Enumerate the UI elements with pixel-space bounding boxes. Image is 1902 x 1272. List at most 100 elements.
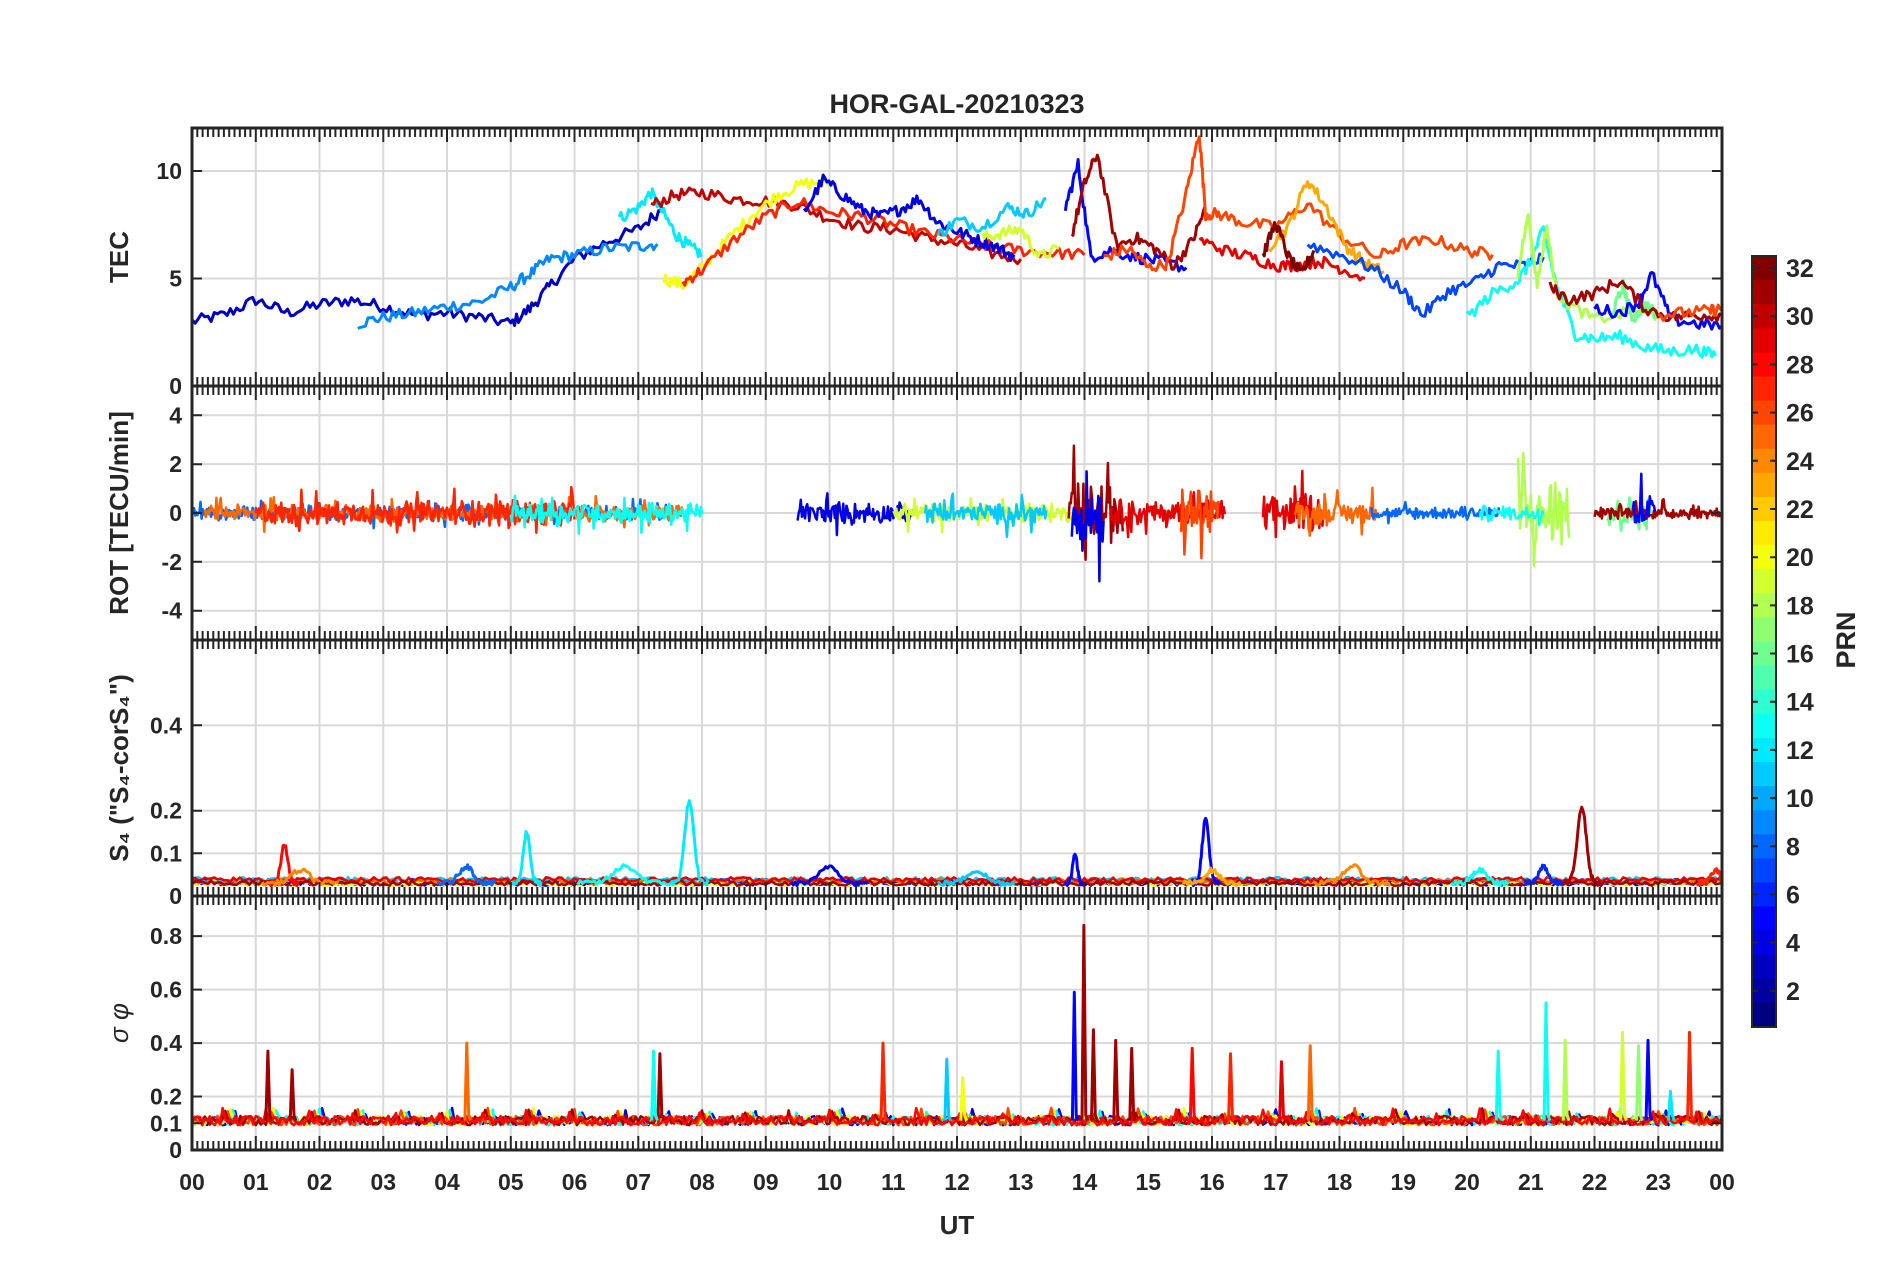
colorbar-label: PRN — [1831, 611, 1861, 668]
sigma-baseline-prn-28 — [192, 1106, 1722, 1127]
tec-series-prn-26 — [1103, 135, 1494, 273]
y-tick-label-rot: -4 — [162, 598, 183, 624]
rot-series-prn-4 — [1070, 470, 1105, 583]
axes-frame-sigma — [190, 894, 1724, 1152]
colorbar-swatch-prn-29 — [1752, 328, 1776, 353]
colorbar-swatch-prn-13 — [1752, 713, 1776, 739]
colorbar-swatch-prn-17 — [1752, 617, 1776, 643]
sigma-spike-prn-31 — [264, 1049, 274, 1122]
tec-series-prn-26 — [1657, 303, 1722, 322]
colorbar-frame — [1751, 255, 1777, 1028]
sigma-spike-prn-27 — [1686, 1030, 1695, 1122]
y-tick-label-s4: 0.1 — [150, 840, 182, 866]
colorbar-tick-label: 4 — [1786, 930, 1800, 958]
s4-peak-prn-31 — [1561, 805, 1602, 887]
tec-series-prn-4 — [802, 173, 1016, 262]
y-tick-label-s4: 0.2 — [150, 798, 182, 824]
x-tick-label: 20 — [1454, 1169, 1480, 1195]
rot-series-prn-11 — [923, 492, 1048, 539]
y-tick-label-sigma: 0 — [169, 1137, 182, 1163]
x-tick-label: 14 — [1072, 1169, 1098, 1195]
y-tick-label-rot: 4 — [169, 402, 182, 428]
rot-series-prn-8 — [1370, 500, 1501, 525]
x-tick-label: 16 — [1199, 1169, 1225, 1195]
tec-series-prn-9 — [357, 241, 659, 330]
y-tick-label-sigma: 0.1 — [150, 1110, 182, 1136]
colorbar-tick-label: 12 — [1786, 737, 1814, 765]
tec-series-prn-5 — [1593, 270, 1722, 331]
sigma-spike-prn-31 — [656, 1052, 666, 1122]
x-tick-label: 13 — [1008, 1169, 1034, 1195]
colorbar-swatch-prn-31 — [1752, 280, 1776, 305]
x-tick-label: 11 — [881, 1169, 906, 1195]
rot-series-prn-16 — [1606, 496, 1654, 533]
colorbar-tick-label: 8 — [1786, 833, 1800, 861]
x-tick-label: 00 — [179, 1169, 205, 1195]
y-tick-label-rot: -2 — [162, 549, 182, 575]
sigma-spike-prn-12 — [1667, 1089, 1676, 1122]
tec-series-prn-13 — [1465, 225, 1717, 359]
x-tick-label: 06 — [562, 1169, 588, 1195]
colorbar-tick-label: 10 — [1786, 785, 1814, 813]
x-tick-label: 07 — [625, 1169, 651, 1195]
s4-peak-prn-24 — [260, 867, 340, 887]
sigma-spike-prn-13 — [1494, 1049, 1504, 1122]
minor-ticks — [191, 896, 1723, 1150]
y-tick-label-sigma: 0.2 — [150, 1084, 182, 1110]
colorbar-tick-label: 30 — [1786, 303, 1814, 331]
data-sigma — [192, 923, 1722, 1127]
s4-peak-prn-28 — [268, 843, 301, 888]
x-tick-label: 22 — [1582, 1169, 1608, 1195]
x-tick-label: 03 — [370, 1169, 396, 1195]
sigma-spike-prn-27 — [879, 1041, 889, 1122]
x-tick-label: 15 — [1135, 1169, 1161, 1195]
rot-series-prn-18 — [1516, 451, 1571, 568]
colorbar-swatch-prn-7 — [1752, 858, 1776, 884]
colorbar-swatch-prn-5 — [1752, 906, 1776, 932]
colorbar-tick-label: 28 — [1786, 351, 1814, 379]
rot-series-prn-31 — [1593, 497, 1722, 521]
x-tick-label: 04 — [434, 1169, 460, 1195]
colorbar-swatch-prn-1 — [1752, 1002, 1776, 1028]
colorbar-tick-label: 6 — [1786, 881, 1800, 909]
tec-series-prn-7 — [1306, 242, 1545, 318]
tec-series-prn-31 — [1070, 153, 1206, 271]
s4-peak-prn-11 — [936, 870, 1016, 887]
y-tick-label-s4: 0.4 — [150, 712, 182, 738]
colorbar-swatch-prn-21 — [1752, 521, 1776, 546]
tec-series-prn-12 — [617, 187, 703, 259]
x-tick-label: 05 — [498, 1169, 524, 1195]
sigma-spike-prn-13 — [1542, 1001, 1552, 1122]
colorbar-tick-label: 2 — [1786, 978, 1800, 1006]
sigma-spike-prn-31 — [1112, 1038, 1122, 1122]
colorbar-tick-label: 16 — [1786, 641, 1814, 669]
minor-ticks — [191, 640, 1723, 896]
s4-peak-prn-8 — [436, 863, 497, 887]
sigma-spike-prn-5 — [1644, 1038, 1654, 1122]
colorbar-swatch-prn-15 — [1752, 665, 1776, 691]
data-tec — [192, 135, 1722, 359]
rot-series-prn-13 — [1478, 504, 1545, 527]
rot-series-prn-26 — [1179, 488, 1220, 560]
colorbar-swatch-prn-3 — [1752, 954, 1776, 980]
y-tick-label-tec: 0 — [169, 373, 182, 399]
sigma-spike-prn-31 — [288, 1068, 298, 1122]
x-tick-label: 08 — [689, 1169, 715, 1195]
colorbar-swatch-prn-19 — [1752, 569, 1776, 594]
sigma-spike-prn-31 — [1128, 1046, 1137, 1122]
sigma-spike-prn-25 — [463, 1041, 473, 1122]
sigma-spike-prn-5 — [1070, 990, 1080, 1122]
colorbar-swatch-prn-27 — [1752, 376, 1776, 402]
y-tick-label-s4: 0 — [169, 883, 182, 909]
sigma-spike-prn-19 — [1619, 1030, 1628, 1122]
colorbar-swatch-prn-25 — [1752, 424, 1776, 450]
s4-peak-prn-13 — [1449, 866, 1510, 888]
colorbar-tick-label: 32 — [1786, 255, 1814, 283]
colorbar-swatch-prn-9 — [1752, 810, 1776, 835]
y-axis-label-tec: TEC — [104, 231, 134, 283]
s4-peak-prn-24 — [1313, 863, 1392, 888]
sigma-spike-prn-18 — [1561, 1038, 1571, 1122]
rot-series-prn-25 — [1293, 486, 1379, 537]
